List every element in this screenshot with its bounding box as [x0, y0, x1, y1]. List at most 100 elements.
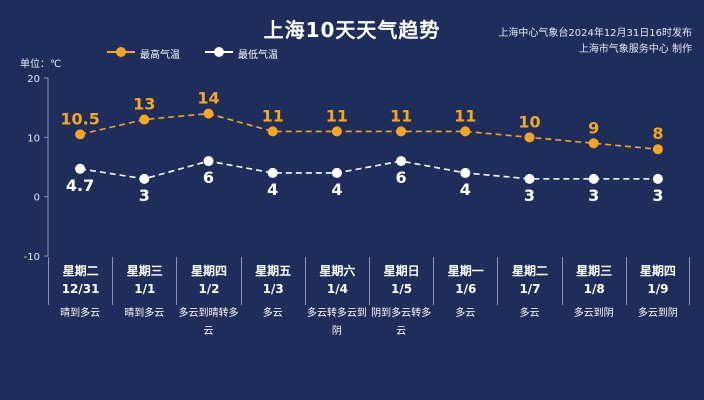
data-label-low: 6 [203, 168, 214, 187]
day-header-box: 星期日 1/5 [369, 257, 433, 305]
day-column: 星期四 1/9 多云到阴 [625, 257, 690, 323]
day-column: 星期四 1/2 多云到晴转多云 [176, 257, 240, 341]
day-date: 12/31 [61, 282, 100, 296]
source-line-issuer: 上海中心气象台2024年12月31日16时发布 [498, 28, 692, 39]
data-point-low [396, 156, 407, 167]
y-tick-label: -10 [24, 252, 40, 263]
day-weekday: 星期二 [511, 264, 548, 278]
day-header-box: 星期五 1/3 [240, 257, 305, 305]
data-label-high: 11 [326, 106, 348, 125]
day-weekday: 星期二 [62, 264, 99, 278]
chart-title: 上海10天天气趋势 [263, 18, 441, 42]
data-point-low [524, 173, 535, 184]
data-point-low [460, 167, 471, 178]
data-label-low: 6 [396, 168, 407, 187]
day-column: 星期一 1/6 多云 [433, 257, 497, 323]
data-point-low [139, 173, 150, 184]
day-header-box: 星期一 1/6 [433, 257, 497, 305]
data-label-low: 3 [588, 186, 599, 205]
data-label-high: 9 [588, 118, 599, 137]
day-weekday: 星期四 [639, 264, 676, 278]
data-point-high [331, 126, 342, 137]
day-header-box: 星期四 1/2 [176, 257, 240, 305]
data-point-low [652, 173, 663, 184]
data-point-high [652, 144, 663, 155]
y-tick-label: 20 [27, 74, 40, 85]
data-label-high: 11 [454, 106, 476, 125]
data-label-low: 3 [139, 186, 150, 205]
unit-label: 单位：℃ [20, 59, 62, 70]
day-column: 星期五 1/3 多云 [240, 257, 305, 323]
legend-high-marker-icon [107, 47, 135, 57]
day-date: 1/5 [391, 282, 413, 296]
y-tick-label: 0 [34, 193, 40, 204]
data-label-high: 10.5 [60, 109, 99, 128]
legend-low-label: 最低气温 [238, 50, 278, 61]
data-label-low: 4 [460, 180, 471, 199]
day-weather: 多云到晴转多云 [178, 308, 239, 337]
day-header-box: 星期六 1/4 [304, 257, 369, 305]
day-column: 星期六 1/4 多云转多云到阴 [304, 257, 369, 341]
data-label-low: 4 [267, 180, 278, 199]
data-point-high [524, 132, 535, 143]
day-header-box: 星期二 1/7 [497, 257, 561, 305]
day-weather: 多云转多云到阴 [306, 308, 367, 337]
day-column: 星期日 1/5 阴到多云转多云 [369, 257, 433, 341]
data-label-high: 11 [390, 106, 412, 125]
day-weather: 多云 [262, 308, 283, 319]
legend-low-marker-icon [205, 47, 233, 57]
day-date: 1/9 [647, 282, 669, 296]
data-label-high: 8 [652, 124, 663, 143]
day-header-box: 星期三 1/8 [561, 257, 626, 305]
day-weather: 阴到多云转多云 [371, 308, 432, 337]
legend-high-label: 最高气温 [140, 50, 180, 61]
data-label-low: 3 [652, 186, 663, 205]
data-point-high [460, 126, 471, 137]
data-label-high: 10 [518, 112, 540, 131]
day-header-box: 星期三 1/1 [112, 257, 176, 305]
y-tick-label: 10 [27, 133, 40, 144]
series-line-low [79, 160, 658, 180]
day-date: 1/2 [198, 282, 220, 296]
data-label-low: 3 [524, 186, 535, 205]
data-point-low [75, 163, 86, 174]
day-date: 1/3 [262, 282, 284, 296]
day-weekday: 星期三 [126, 264, 163, 278]
day-date: 1/6 [455, 282, 477, 296]
day-column: 星期三 1/8 多云到阴 [561, 257, 626, 323]
day-column: 星期三 1/1 晴到多云 [112, 257, 176, 323]
data-point-high [396, 126, 407, 137]
data-label-low: 4.7 [66, 176, 94, 195]
day-header-box: 星期四 1/9 [625, 257, 690, 305]
day-weather: 多云 [455, 308, 476, 319]
data-point-low [267, 167, 278, 178]
data-label-high: 14 [197, 89, 219, 108]
day-weather: 晴到多云 [124, 308, 165, 319]
day-date: 1/8 [583, 282, 605, 296]
day-weather: 多云到阴 [573, 308, 614, 319]
data-point-high [588, 138, 599, 149]
data-point-low [203, 156, 214, 167]
day-header-box: 星期二 12/31 [48, 257, 112, 305]
day-weather: 多云 [519, 308, 540, 319]
day-weekday: 星期日 [383, 264, 420, 278]
day-weekday: 星期五 [255, 264, 292, 278]
data-point-low [588, 173, 599, 184]
day-column: 星期二 1/7 多云 [497, 257, 561, 323]
data-label-high: 11 [262, 106, 284, 125]
data-point-high [203, 108, 214, 119]
day-date: 1/4 [326, 282, 348, 296]
data-label-low: 4 [331, 180, 342, 199]
day-weekday: 星期六 [319, 264, 356, 278]
data-point-high [267, 126, 278, 137]
series-line-high [79, 112, 658, 150]
data-label-high: 13 [133, 95, 155, 114]
day-date: 1/7 [519, 282, 541, 296]
day-weather: 多云到阴 [637, 308, 678, 319]
day-date: 1/1 [134, 282, 156, 296]
data-point-high [139, 114, 150, 125]
data-point-low [331, 167, 342, 178]
day-weekday: 星期四 [190, 264, 227, 278]
day-weekday: 星期一 [447, 264, 484, 278]
